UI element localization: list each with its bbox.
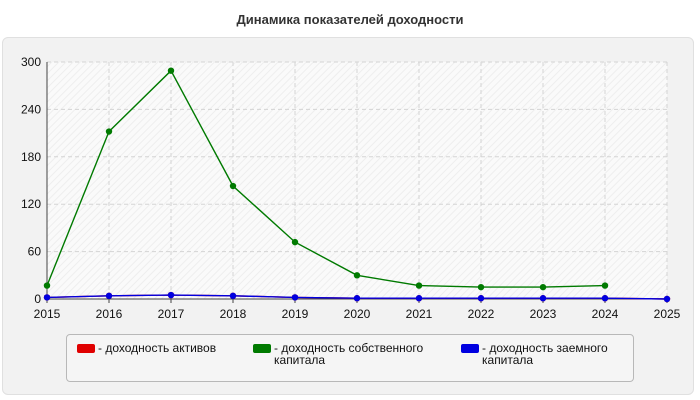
data-point-2-9[interactable] [601,295,609,302]
data-point-2-3[interactable] [229,292,237,300]
legend-item-equity[interactable]: - доходность собственного капитала [253,342,423,366]
y-tick-label: 240 [21,102,41,116]
y-tick-label: 120 [21,197,41,211]
data-point-1-0[interactable] [43,282,51,289]
x-tick-label: 2018 [220,307,247,321]
x-tick-label: 2016 [96,307,123,321]
data-point-1-8[interactable] [539,283,547,291]
data-point-1-9[interactable] [601,282,609,289]
data-point-1-4[interactable] [291,238,299,246]
data-point-1-3[interactable] [229,182,237,190]
data-point-1-7[interactable] [477,283,485,291]
legend-label-borrowed: - доходность заемного капитала [482,341,608,367]
legend-swatch-assets [77,344,95,353]
y-tick-label: 60 [28,245,42,259]
x-tick-label: 2017 [158,307,185,321]
y-tick-label: 300 [21,55,41,69]
x-tick-label: 2020 [344,307,371,321]
data-point-2-1[interactable] [105,292,113,300]
x-tick-label: 2015 [34,307,61,321]
data-point-1-1[interactable] [105,128,113,135]
legend-swatch-borrowed [461,344,479,353]
data-point-1-2[interactable] [167,67,175,74]
legend-item-borrowed[interactable]: - доходность заемного капитала [461,342,608,366]
y-tick-label: 0 [34,292,41,306]
x-tick-label: 2019 [282,307,309,321]
data-point-1-5[interactable] [353,272,361,279]
x-tick-label: 2025 [654,307,681,321]
tick-labels: 0 60 120 180 240 300 2015 2016 2017 2018 2019 2020 2… [21,55,681,321]
legend-item-assets[interactable]: - доходность активов [77,342,216,354]
legend-swatch-equity [253,344,271,353]
data-point-2-2[interactable] [167,291,175,299]
x-tick-label: 2021 [406,307,433,321]
data-point-1-6[interactable] [415,282,423,289]
legend-label-assets: - доходность активов [98,341,217,355]
data-point-2-8[interactable] [539,295,547,302]
data-point-2-0[interactable] [43,294,51,301]
series-line-1 [46,69,606,288]
data-point-2-7[interactable] [477,295,485,302]
data-point-2-6[interactable] [415,295,423,302]
x-tick-label: 2022 [468,307,495,321]
x-tick-label: 2024 [592,307,619,321]
series [43,67,671,303]
legend-label-equity: - доходность собственного капитала [274,341,424,367]
grid [47,61,668,299]
data-point-2-4[interactable] [291,294,299,301]
chart-title: Динамика показателей доходности [236,12,464,27]
data-point-2-10[interactable] [663,295,671,303]
data-point-2-5[interactable] [353,295,361,302]
legend: - доходность активов - доходность собств… [66,334,634,382]
y-tick-label: 180 [21,150,41,164]
x-tick-label: 2023 [530,307,557,321]
